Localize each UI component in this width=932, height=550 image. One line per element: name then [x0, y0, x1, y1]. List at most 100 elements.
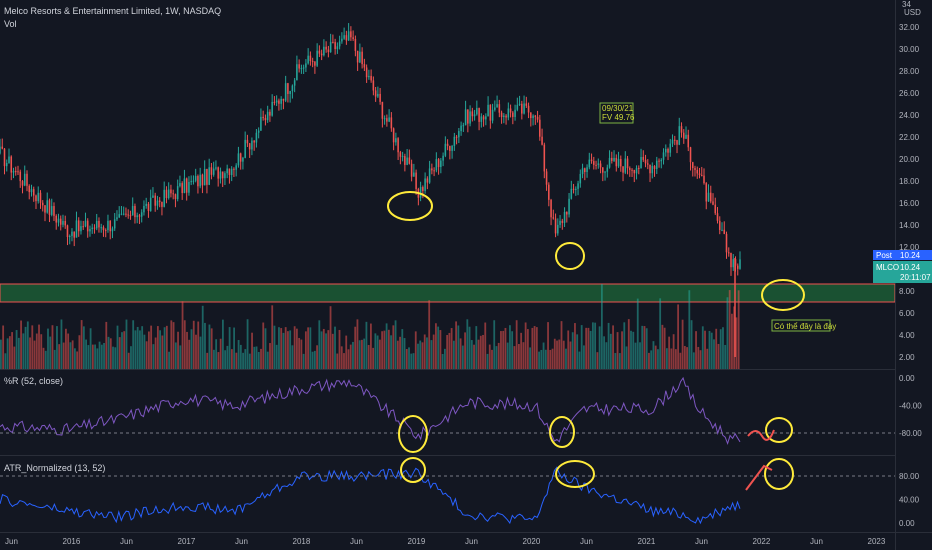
volume-bar	[201, 305, 204, 369]
last-price-value: 10.24	[900, 263, 921, 272]
volume-bar	[403, 338, 406, 369]
volume-bar	[632, 331, 635, 369]
volume-bar	[103, 342, 105, 369]
candle-body	[323, 46, 325, 56]
volume-bar	[634, 342, 637, 369]
volume-bar	[246, 319, 249, 369]
candle-body	[174, 194, 177, 200]
volume-bar	[309, 327, 312, 369]
volume-bar	[672, 334, 675, 369]
candle-body	[152, 195, 154, 198]
volume-bar	[15, 330, 18, 369]
highlight-circle-wr-2020[interactable]	[549, 416, 575, 448]
volume-bar	[585, 327, 588, 369]
highlight-circle-wr-target[interactable]	[765, 417, 793, 443]
volume-bar	[596, 352, 599, 369]
bottom-comment-note[interactable]: Có thể đây là đáy	[771, 319, 836, 332]
volume-bar	[605, 342, 608, 369]
highlight-circle-wr-2018[interactable]	[398, 415, 428, 453]
volume-bar	[683, 346, 686, 369]
atr-path	[0, 466, 741, 525]
highlight-circle-2018-low[interactable]	[387, 191, 433, 221]
volume-bar	[466, 319, 469, 369]
candle-body	[646, 163, 649, 165]
candle-body	[327, 49, 330, 53]
fair-value-note-box	[599, 102, 634, 124]
candle-body	[320, 53, 323, 56]
volume-bar	[4, 353, 7, 369]
candle-body	[548, 184, 550, 200]
candle-body	[194, 176, 197, 181]
volume-bar	[666, 348, 668, 369]
candle-body	[44, 205, 46, 213]
volume-bar	[679, 352, 682, 369]
projection-atr[interactable]	[745, 464, 773, 491]
candle-body	[365, 67, 368, 78]
volume-bar	[690, 320, 693, 369]
post-price-badge[interactable]: Post 10.24	[873, 250, 932, 260]
candle-body	[255, 132, 258, 143]
volume-bar	[33, 340, 36, 369]
volume-bar	[558, 339, 561, 369]
chart-title[interactable]: Melco Resorts & Entertainment Limited, 1…	[4, 6, 221, 16]
volume-bar	[237, 340, 240, 369]
volume-bar	[477, 339, 480, 369]
highlight-circle-2020-low[interactable]	[555, 242, 585, 270]
highlight-circle-atr-target[interactable]	[764, 458, 794, 490]
volume-bar	[468, 326, 471, 369]
highlight-circle-atr-2018[interactable]	[400, 457, 426, 483]
price-tick-label: 16.00	[899, 199, 920, 208]
williams-r-line	[0, 376, 741, 446]
candle-body	[5, 162, 8, 167]
volume-bar	[296, 328, 298, 369]
candle-body	[709, 192, 712, 202]
candle-body	[554, 218, 557, 234]
candle-body	[599, 163, 602, 168]
volume-bar	[583, 345, 585, 369]
candle-body	[190, 181, 192, 183]
wr-indicator-label[interactable]: %R (52, close)	[4, 376, 63, 386]
candle-body	[714, 204, 717, 214]
candle-body	[552, 217, 555, 219]
last-price-badge[interactable]: MLCO 10.24 20:11:07	[873, 261, 932, 283]
price-tick-label: 4.00	[899, 331, 915, 340]
volume-label[interactable]: Vol	[4, 19, 17, 29]
volume-bar	[535, 327, 538, 369]
volume-bar	[623, 322, 626, 369]
volume-bar	[609, 333, 612, 369]
candle-body	[113, 219, 116, 229]
candle-body	[98, 220, 100, 228]
volume-bar	[661, 324, 664, 369]
support-zone[interactable]	[0, 283, 896, 303]
price-tick-label: 6.00	[899, 309, 915, 318]
candle-body	[120, 213, 123, 215]
volume-bar	[659, 298, 662, 369]
candle-body	[19, 171, 22, 182]
volume-bar	[156, 326, 159, 369]
highlight-circle-target[interactable]	[761, 279, 805, 311]
atr-indicator-label[interactable]: ATR_Normalized (13, 52)	[4, 463, 105, 473]
price-tick-label: 14.00	[899, 221, 920, 230]
candle-body	[77, 220, 80, 232]
candle-body	[579, 173, 582, 184]
projection-wr[interactable]	[747, 429, 775, 441]
volume-bar	[183, 320, 186, 369]
volume-bar	[594, 322, 597, 369]
candle-body	[608, 157, 611, 168]
volume-bar	[493, 320, 496, 369]
candle-body	[269, 111, 271, 116]
volume-bar	[565, 348, 567, 369]
volume-bar	[692, 352, 695, 369]
volume-bar	[327, 330, 330, 369]
candle-body	[35, 195, 37, 202]
candle-body	[673, 139, 676, 141]
candle-body	[197, 176, 199, 187]
candle-body	[167, 189, 170, 199]
volume-bar	[618, 353, 621, 369]
post-badge-bg	[873, 250, 932, 260]
volume-bar	[531, 327, 534, 369]
volume-bar	[47, 328, 49, 369]
highlight-circle-atr-2020[interactable]	[555, 460, 595, 488]
fair-value-note[interactable]: 09/30/21 FV 49.76	[599, 102, 635, 124]
